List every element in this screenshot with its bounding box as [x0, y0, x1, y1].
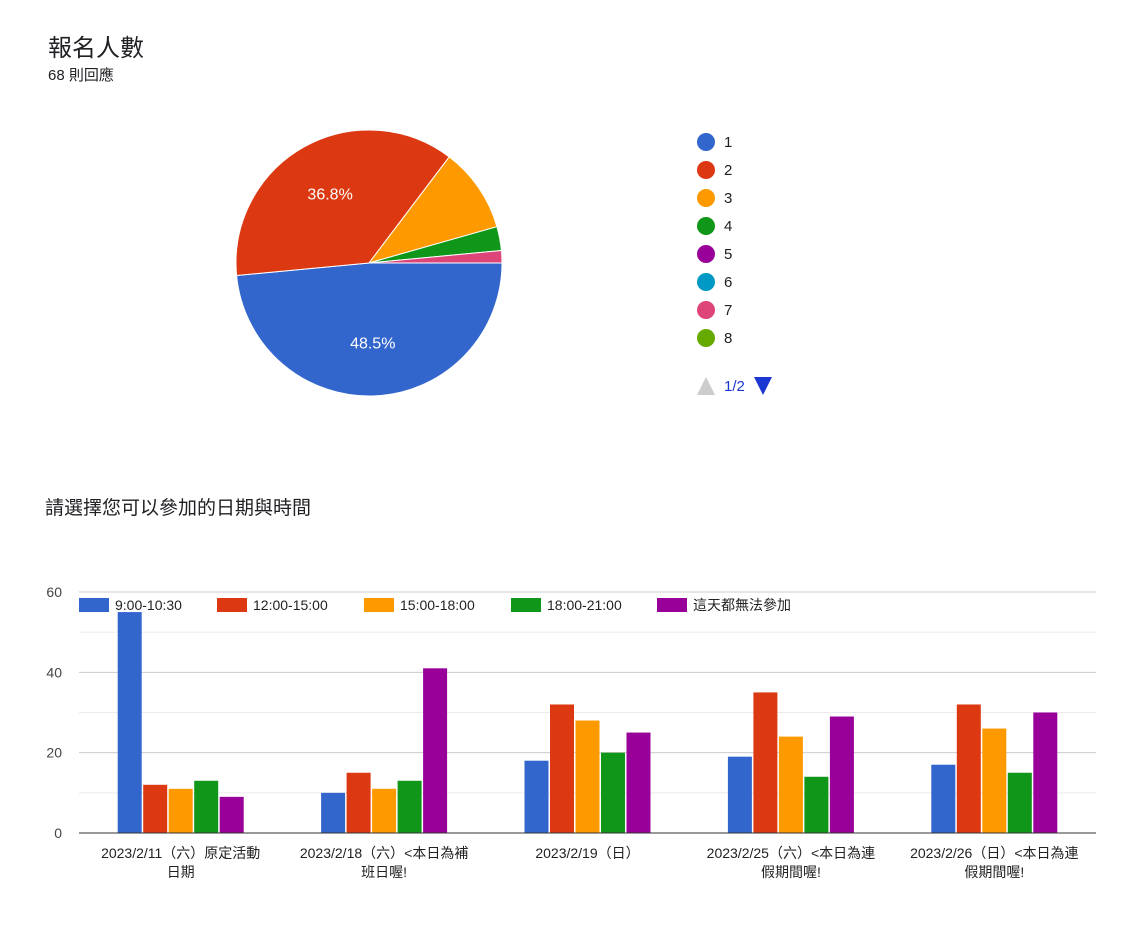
y-tick-label: 20	[46, 745, 62, 761]
legend-label: 4	[724, 217, 733, 235]
x-tick-label: 2023/2/11（六）原定活動	[101, 845, 260, 861]
legend-label: 5	[724, 245, 733, 263]
legend-swatch	[697, 161, 715, 179]
pie-slice-1	[236, 262, 503, 397]
pager-up-icon	[697, 377, 715, 395]
bar-5-2	[956, 704, 981, 833]
bar-legend-swatch	[79, 598, 109, 612]
bar-3-2	[550, 704, 574, 833]
bar-legend-swatch	[217, 598, 247, 612]
legend-swatch	[697, 245, 715, 263]
bar-5-5	[1033, 712, 1058, 833]
bar-2-1	[321, 792, 346, 833]
legend-label: 7	[724, 301, 733, 319]
bar-legend-label: 15:00-18:00	[400, 597, 475, 613]
pie-data-label: 36.8%	[307, 186, 352, 203]
legend-swatch	[697, 273, 715, 291]
bar-1-4	[194, 780, 219, 833]
bar-legend-label: 9:00-10:30	[115, 597, 182, 613]
x-tick-label: 2023/2/25（六）<本日為連	[707, 845, 875, 861]
bar-4-3	[778, 736, 803, 833]
bar-1-2	[143, 784, 168, 833]
legend-swatch	[697, 189, 715, 207]
y-tick-label: 40	[46, 664, 62, 680]
bar-2-4	[397, 780, 422, 833]
pie-slice-3	[367, 156, 498, 264]
legend-item-2: 2	[697, 156, 732, 184]
legend-item-7: 7	[697, 296, 732, 324]
bar-5-1	[931, 764, 956, 833]
bar-1-1	[117, 612, 142, 833]
response-count: 68 則回應	[48, 67, 114, 84]
bar-4-1	[727, 756, 752, 833]
bar-5-4	[1007, 772, 1032, 833]
legend-label: 6	[724, 273, 733, 291]
legend-swatch	[697, 301, 715, 319]
legend-label: 1	[724, 133, 733, 151]
y-tick-label: 0	[54, 825, 62, 841]
bar-1-3	[168, 788, 193, 833]
pie-slice-2	[235, 129, 450, 277]
pager-label: 1/2	[724, 377, 745, 395]
x-tick-label: 2023/2/26（日）<本日為連	[910, 845, 1078, 861]
bar-3-4	[601, 752, 625, 833]
legend-swatch	[697, 329, 715, 347]
legend-label: 2	[724, 161, 733, 179]
y-tick-label: 60	[46, 584, 62, 600]
x-tick-label: 2023/2/18（六）<本日為補	[300, 845, 468, 861]
legend-label: 8	[724, 329, 733, 347]
bar-chart-title: 請選擇您可以參加的日期與時間	[45, 498, 312, 519]
bar-2-2	[346, 772, 371, 833]
pie-legend: 1 2 3 4 5 6 7 8	[697, 128, 732, 352]
legend-swatch	[697, 133, 715, 151]
x-tick-label: 班日喔!	[361, 864, 407, 880]
bar-legend-label: 12:00-15:00	[253, 597, 328, 613]
x-tick-label: 假期間喔!	[964, 864, 1024, 880]
pie-chart: 48.5% 36.8%	[235, 129, 503, 397]
x-tick-label: 假期間喔!	[761, 864, 821, 880]
legend-item-8: 8	[697, 324, 732, 352]
legend-item-4: 4	[697, 212, 732, 240]
legend-swatch	[697, 217, 715, 235]
legend-item-5: 5	[697, 240, 732, 268]
legend-item-1: 1	[697, 128, 732, 156]
bar-3-5	[626, 732, 651, 833]
legend-item-6: 6	[697, 268, 732, 296]
bar-legend-swatch	[364, 598, 394, 612]
bar-legend-label: 這天都無法參加	[693, 597, 791, 613]
bar-4-5	[829, 716, 854, 833]
bar-5-3	[982, 728, 1007, 833]
bar-legend-swatch	[657, 598, 687, 612]
bar-legend-label: 18:00-21:00	[547, 597, 622, 613]
bar-legend-swatch	[511, 598, 541, 612]
bar-2-5	[423, 668, 448, 833]
pie-slice-7	[368, 249, 503, 264]
legend-label: 3	[724, 189, 733, 207]
x-tick-label: 日期	[167, 864, 195, 880]
legend-item-3: 3	[697, 184, 732, 212]
bar-1-5	[219, 796, 244, 833]
bar-2-3	[372, 788, 397, 833]
pager-down-icon[interactable]	[753, 377, 772, 395]
bar-4-4	[804, 776, 829, 833]
bar-3-1	[524, 760, 549, 833]
bar-4-2	[753, 692, 778, 833]
x-tick-label: 2023/2/19（日）	[535, 845, 639, 861]
pie-data-label: 48.5%	[350, 336, 395, 353]
bar-3-3	[575, 720, 600, 833]
legend-pager: 1/2	[697, 377, 772, 395]
pie-chart-title: 報名人數	[48, 35, 144, 62]
